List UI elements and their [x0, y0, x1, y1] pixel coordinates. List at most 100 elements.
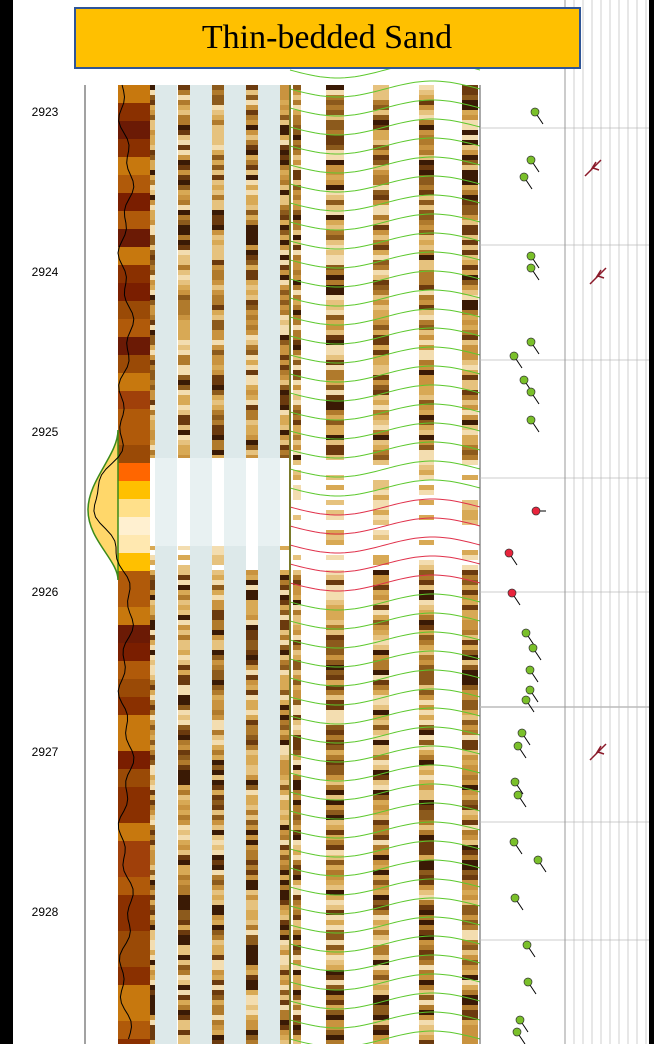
image-texture [293, 630, 301, 635]
image-texture [462, 155, 478, 160]
image-texture [150, 735, 155, 740]
image-texture [326, 160, 344, 165]
image-texture [293, 440, 301, 445]
image-texture [326, 675, 344, 680]
image-texture [150, 620, 155, 625]
image-texture [419, 805, 434, 810]
image-texture [419, 380, 434, 385]
tadpole [511, 778, 519, 786]
image-texture [293, 975, 301, 980]
tadpole [523, 941, 531, 949]
image-texture [373, 975, 389, 980]
image-texture [373, 985, 389, 990]
image-texture [246, 255, 258, 260]
image-texture [150, 870, 155, 875]
image-texture [150, 420, 155, 425]
image-texture [178, 955, 190, 960]
image-texture [150, 270, 155, 275]
image-texture [373, 860, 389, 865]
image-texture [293, 530, 301, 535]
image-texture [178, 230, 190, 235]
image-texture [419, 740, 434, 745]
image-texture [280, 320, 290, 325]
image-texture [150, 885, 155, 890]
image-texture [246, 725, 258, 730]
image-texture [212, 705, 224, 710]
image-texture [246, 360, 258, 365]
image-texture [212, 855, 224, 860]
image-texture [246, 385, 258, 390]
image-texture [150, 880, 155, 885]
image-texture [280, 665, 290, 670]
image-texture [280, 450, 290, 455]
image-texture [419, 470, 434, 475]
image-texture [419, 215, 434, 220]
image-texture [212, 615, 224, 620]
image-texture [178, 1030, 190, 1035]
tadpole [526, 686, 534, 694]
image-texture [150, 585, 155, 590]
image-texture [373, 230, 389, 235]
image-texture [462, 965, 478, 970]
image-texture [293, 690, 301, 695]
image-texture [462, 130, 478, 135]
image-texture [419, 645, 434, 650]
image-texture [246, 1005, 258, 1010]
image-texture [178, 995, 190, 1000]
lithology [118, 1039, 150, 1044]
image-texture [150, 650, 155, 655]
image-texture [293, 910, 301, 915]
image-texture [178, 575, 190, 580]
image-texture [326, 785, 344, 790]
title: Thin-bedded Sand [202, 19, 452, 56]
image-texture [419, 785, 434, 790]
image-texture [178, 365, 190, 370]
image-texture [150, 235, 155, 240]
image-texture [326, 560, 344, 565]
image-texture [246, 920, 258, 925]
image-texture [280, 245, 290, 250]
image-texture [212, 745, 224, 750]
image-texture [462, 1025, 478, 1030]
image-texture [419, 595, 434, 600]
image-texture [178, 115, 190, 120]
image-texture [419, 695, 434, 700]
image-texture [373, 290, 389, 295]
image-texture [373, 765, 389, 770]
image-texture [462, 535, 478, 540]
image-texture [326, 850, 344, 855]
image-texture [212, 125, 224, 130]
image-texture [293, 610, 301, 615]
image-texture [150, 725, 155, 730]
image-texture [212, 135, 224, 140]
image-texture [178, 740, 190, 745]
image-texture [326, 650, 344, 655]
image-texture [280, 935, 290, 940]
tadpole [527, 252, 535, 260]
image-texture [178, 615, 190, 620]
image-texture [150, 910, 155, 915]
image-texture [150, 215, 155, 220]
image-texture [212, 960, 224, 965]
image-texture [246, 795, 258, 800]
image-texture [178, 830, 190, 835]
image-texture [280, 695, 290, 700]
image-texture [150, 375, 155, 380]
image-texture [293, 465, 301, 470]
image-texture [212, 1030, 224, 1035]
image-texture [212, 315, 224, 320]
image-texture [419, 170, 434, 175]
image-texture [212, 850, 224, 855]
image-texture [150, 785, 155, 790]
image-texture [246, 160, 258, 165]
image-texture [373, 835, 389, 840]
image-texture [373, 360, 389, 365]
image-texture [150, 605, 155, 610]
image-texture [419, 830, 434, 835]
image-texture [246, 335, 258, 340]
image-texture [462, 620, 478, 625]
image-texture [178, 745, 190, 750]
tadpole [513, 1028, 521, 1036]
image-texture [246, 875, 258, 880]
image-texture [280, 805, 290, 810]
